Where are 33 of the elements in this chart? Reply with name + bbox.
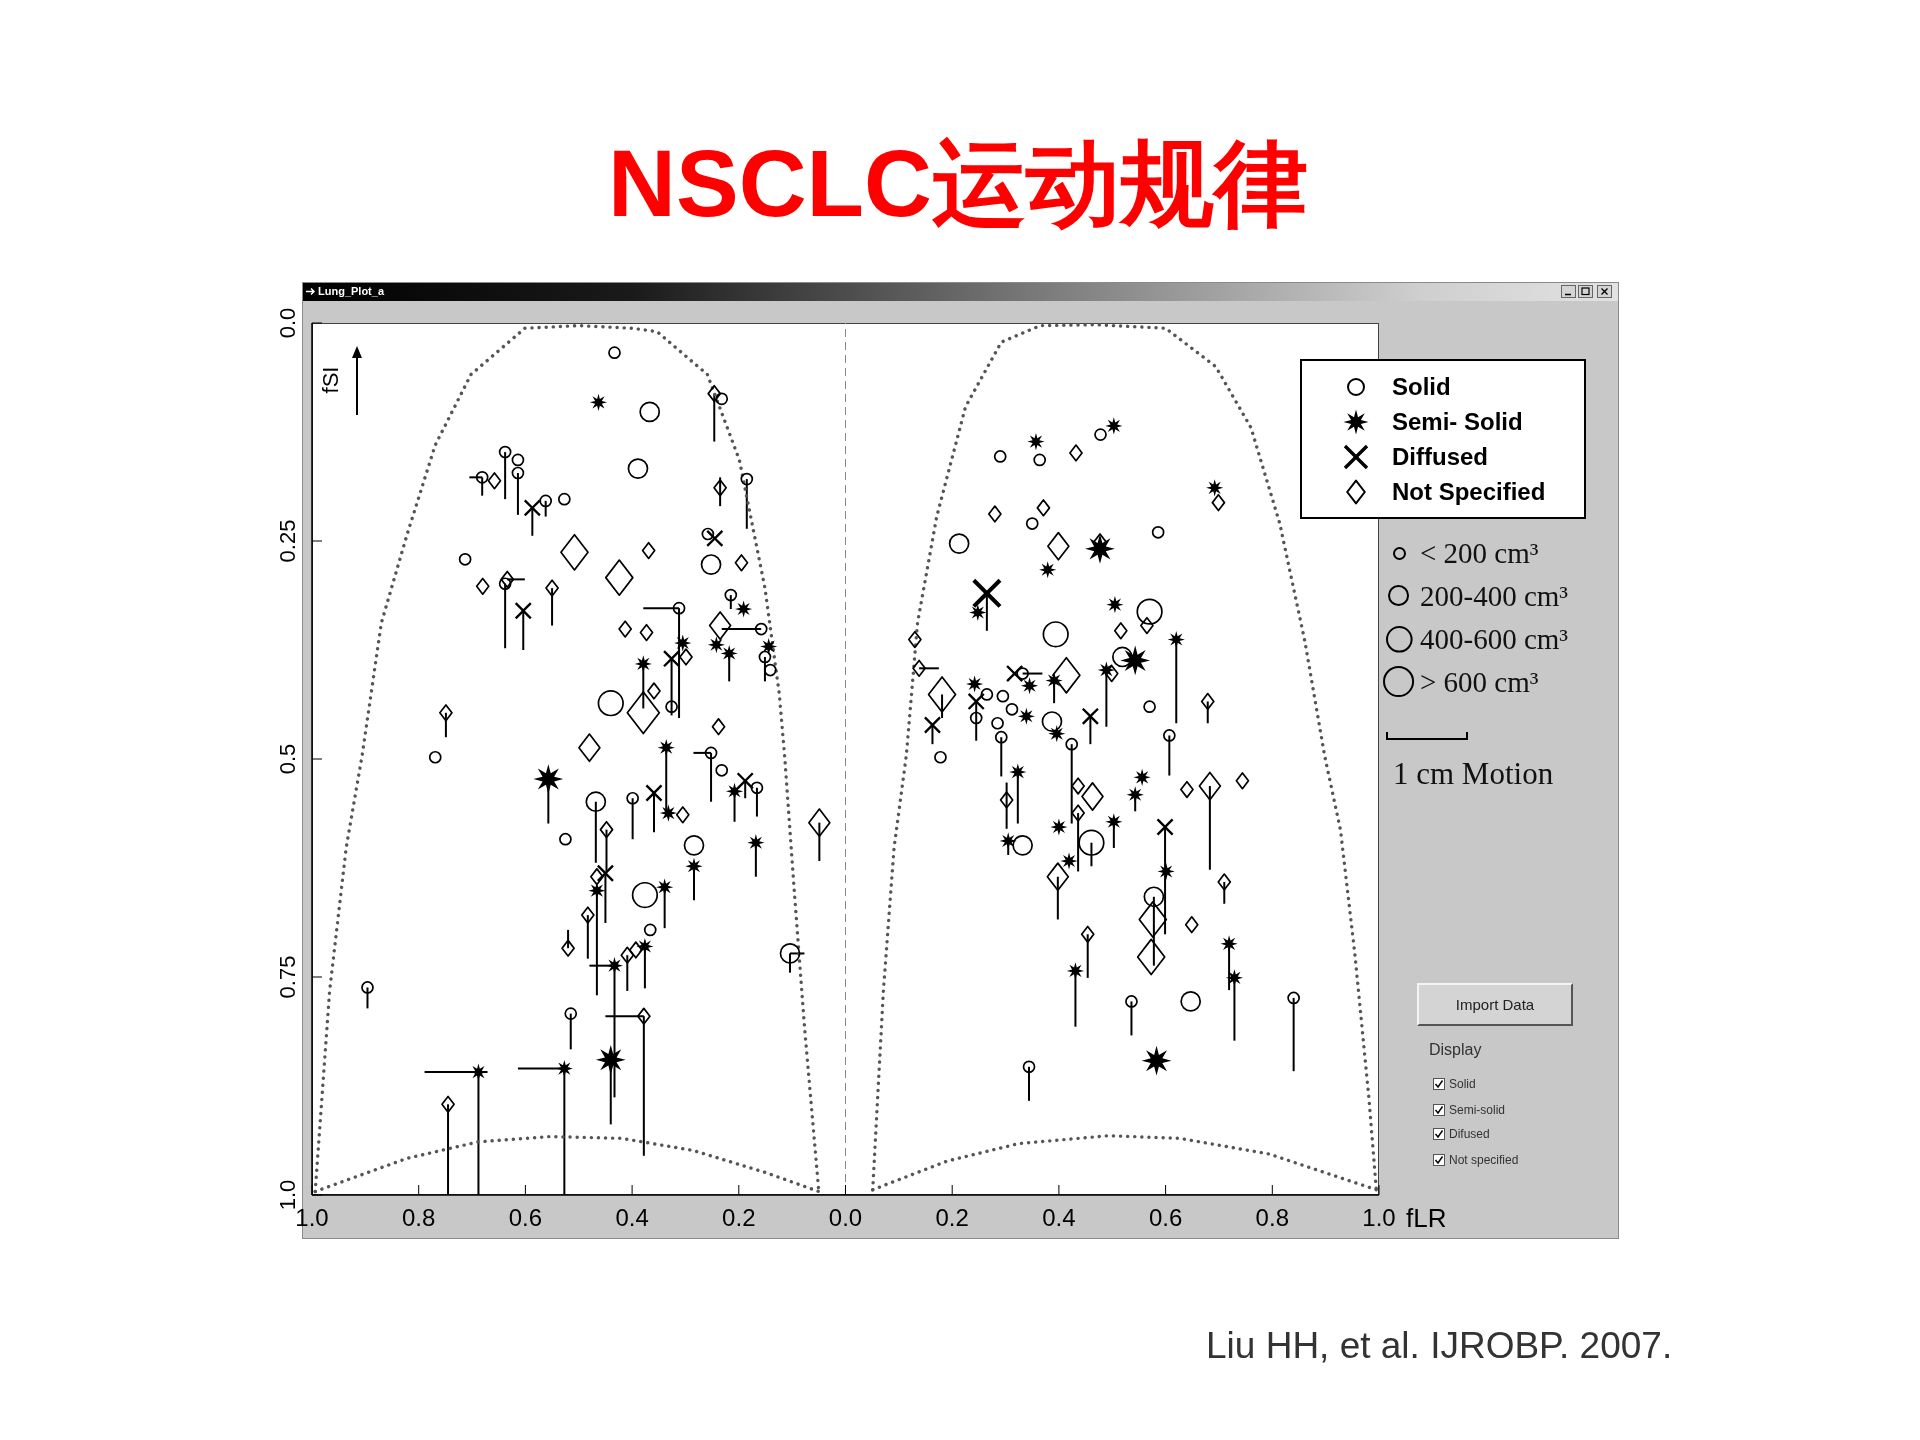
x-tick-label: 0.6 [1148,1204,1183,1232]
chart-title: NSCLC运动规律 [607,131,1309,236]
legend-label: Not Specified [1392,477,1546,506]
text: Lung_Plot_a [318,284,385,298]
text: Solid [1449,1077,1476,1091]
button: Import Data [1417,983,1573,1026]
text: 1 cm Motion [1393,756,1554,792]
x-tick-label: 0.2 [935,1204,969,1232]
text: Liu HH, et al. IJROBP. 2007. [1206,1324,1673,1368]
y-tick-label: 0.75 [274,955,300,999]
text: Semi-solid [1449,1103,1506,1117]
legend-label: Solid [1392,372,1451,401]
x-tick-label: 1.0 [1362,1204,1396,1232]
x-tick-label: 0.6 [508,1204,543,1232]
x-tick-label: 0.8 [1255,1204,1289,1232]
y-tick-label: 0.5 [274,743,300,775]
x-tick-label: 0.4 [615,1204,649,1232]
x-tick-label: 0.0 [828,1204,863,1232]
text: Difused [1449,1127,1490,1141]
text: Display [1429,1041,1482,1059]
text: Not specified [1449,1153,1519,1167]
legend-label: < 200 cm³ [1420,536,1539,570]
x-tick-label: 0.4 [1042,1204,1076,1232]
legend-label: 400-600 cm³ [1420,622,1569,656]
x-tick-label: 0.8 [402,1204,436,1232]
legend-label: Semi- Solid [1392,407,1523,436]
legend-label: Diffused [1392,442,1488,471]
legend-label: > 600 cm³ [1420,665,1539,699]
y-tick-label: 0.25 [274,519,300,563]
y-tick-label: 0.0 [274,307,300,339]
legend-label: 200-400 cm³ [1420,579,1569,613]
x-axis-title: fLR [1406,1203,1447,1233]
x-tick-label: 0.2 [722,1204,756,1232]
